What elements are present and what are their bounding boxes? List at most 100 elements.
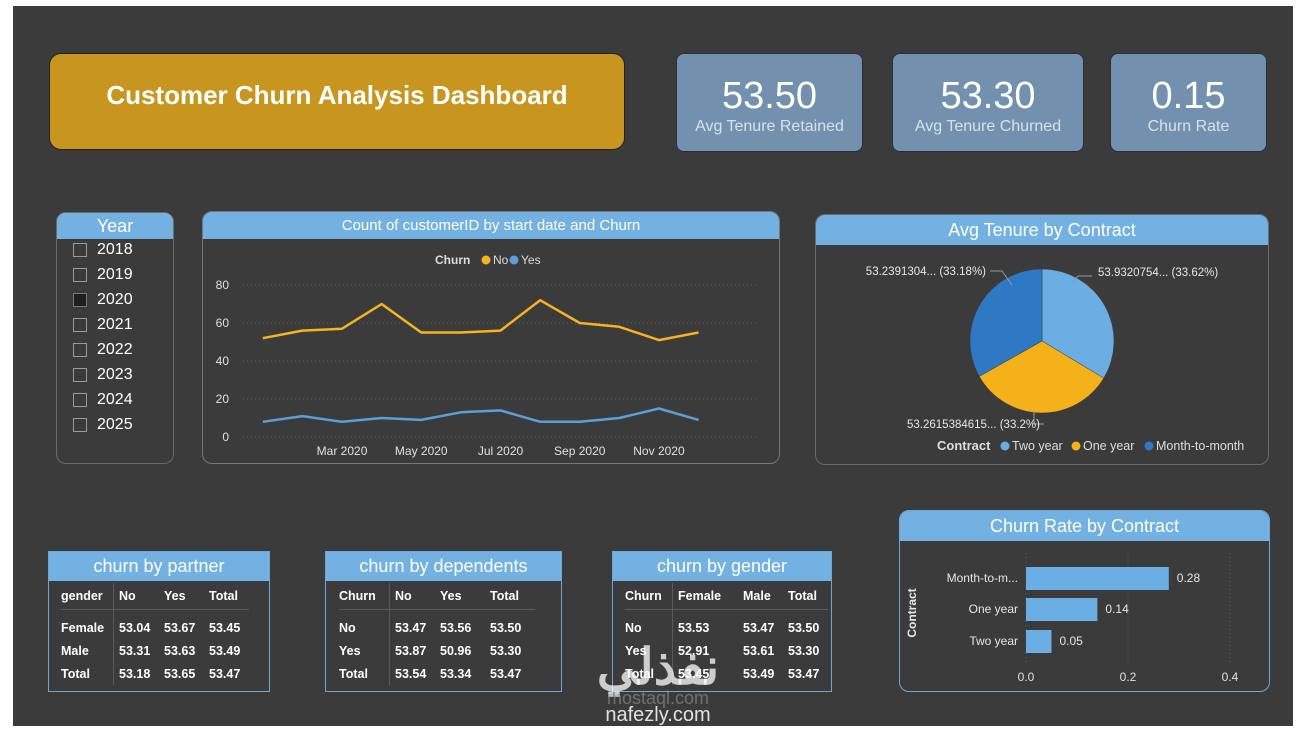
legend-label: One year: [1083, 439, 1134, 453]
year-option-2025[interactable]: 2025: [73, 416, 133, 434]
kpi-card-avg-tenure-retained[interactable]: 53.50 Avg Tenure Retained: [676, 53, 863, 152]
bar-chart-title: Churn Rate by Contract: [900, 511, 1269, 541]
year-checkbox[interactable]: [73, 368, 87, 382]
year-option-2021[interactable]: 2021: [73, 316, 133, 334]
kpi-label: Avg Tenure Churned: [914, 118, 1062, 135]
year-label: 2025: [97, 416, 133, 433]
series-line-no[interactable]: [262, 298, 699, 342]
table-header-cell: Yes: [159, 583, 204, 610]
table-cell: Yes: [339, 643, 361, 658]
table-cell: 53.47: [490, 666, 522, 681]
table-cell: 53.49: [743, 666, 775, 681]
y-tick-label: 80: [216, 278, 230, 292]
leader-line: [990, 270, 1013, 286]
kpi-value: 53.50: [721, 75, 818, 117]
watermark-logo: نفذلي: [596, 639, 720, 695]
y-tick-label: 20: [216, 392, 230, 406]
year-option-2019[interactable]: 2019: [73, 266, 133, 284]
table-header-cell: No: [389, 583, 435, 610]
kpi-card-avg-tenure-churned[interactable]: 53.30 Avg Tenure Churned: [892, 53, 1084, 152]
table-header-cell: gender: [61, 583, 114, 610]
legend-marker: [1000, 441, 1010, 451]
x-tick-label: 0.0: [1018, 670, 1035, 684]
year-option-2024[interactable]: 2024: [73, 391, 133, 409]
pie-slice-two-year[interactable]: [1041, 268, 1115, 379]
table-row: Yes 53.87 50.96 53.30: [339, 639, 535, 662]
pie-slice-month-to-month[interactable]: [969, 268, 1043, 377]
line-legend[interactable]: Churn No Yes: [435, 253, 541, 267]
table-header-row: gender No Yes Total: [61, 583, 249, 610]
table-cell: Total: [61, 666, 90, 681]
kpi-card-churn-rate[interactable]: 0.15 Churn Rate: [1110, 53, 1267, 152]
pie-data-label: 53.9320754... (33.62%): [1098, 267, 1218, 279]
bar-chart[interactable]: 0.0 0.2 0.4 Contract Month-to-m... 0.28 One ye…: [900, 541, 1269, 691]
year-slicer-title: Year: [57, 213, 173, 239]
year-checkbox[interactable]: [73, 343, 87, 357]
line-chart-panel: Count of customerID by start date and Ch…: [202, 211, 780, 464]
year-checkbox[interactable]: [73, 318, 87, 332]
pie-legend[interactable]: Contract Two year One year Month-to-month: [937, 438, 1244, 453]
table-cell: 53.61: [743, 643, 775, 658]
year-checkbox[interactable]: [73, 268, 87, 282]
dashboard-title: Customer Churn Analysis Dashboard: [49, 53, 625, 150]
bar[interactable]: [1026, 598, 1098, 621]
bar[interactable]: [1026, 567, 1169, 590]
table-churn-by-dependents: churn by dependents Churn No Yes Total No 53.…: [325, 551, 562, 692]
table-cell: No: [339, 620, 356, 635]
y-tick-label: 60: [216, 316, 230, 330]
bar-value-label: 0.28: [1177, 571, 1201, 585]
table-cell: 53.45: [209, 620, 241, 635]
table-cell: Total: [339, 666, 368, 681]
year-checkbox[interactable]: [73, 243, 87, 257]
dashboard-canvas: Customer Churn Analysis Dashboard 53.50 …: [13, 6, 1293, 726]
series-line-yes[interactable]: [262, 407, 699, 424]
year-option-2023[interactable]: 2023: [73, 366, 133, 384]
table-title: churn by dependents: [326, 552, 561, 581]
table-row: Female 53.04 53.67 53.45: [61, 609, 249, 639]
table-row: Male 53.31 53.63 53.49: [61, 639, 249, 662]
table-cell: 53.87: [389, 639, 435, 662]
pie-chart-panel: Avg Tenure by Contract 53.9320754... (33…: [815, 214, 1269, 465]
year-option-2022[interactable]: 2022: [73, 341, 133, 359]
year-label: 2020: [97, 291, 133, 308]
legend-label: No: [493, 253, 509, 267]
x-tick-label: Jul 2020: [478, 444, 524, 458]
table-cell: 53.56: [440, 620, 472, 635]
x-tick-label: 0.4: [1222, 670, 1239, 684]
year-checkbox[interactable]: [73, 293, 87, 307]
year-label: 2023: [97, 366, 133, 383]
bar-value-label: 0.05: [1060, 634, 1084, 648]
year-option-2018[interactable]: 2018: [73, 241, 133, 259]
table-cell: Total: [625, 666, 654, 681]
legend-title: Contract: [937, 438, 991, 453]
leader-line: [1071, 275, 1092, 283]
legend-marker: [481, 255, 491, 265]
year-label: 2021: [97, 316, 133, 333]
year-checkbox[interactable]: [73, 393, 87, 407]
table-title: churn by partner: [49, 552, 269, 581]
watermark: نفذلي mostaql.com nafezly.com: [573, 639, 743, 725]
table-header-cell: Total: [485, 583, 535, 610]
table-header-cell: Yes: [435, 583, 485, 610]
year-option-2020[interactable]: 2020: [73, 291, 133, 309]
table-title: churn by gender: [613, 552, 831, 581]
table-cell: 53.30: [490, 643, 522, 658]
year-checkbox[interactable]: [73, 418, 87, 432]
table-cell: 53.45: [672, 662, 738, 685]
table-header-cell: No: [113, 583, 159, 610]
leader-line: [1033, 411, 1044, 425]
year-label: 2019: [97, 266, 133, 283]
legend-label: Yes: [521, 253, 541, 267]
table-cell: 53.30: [788, 643, 820, 658]
table-cell: 53.18: [113, 662, 159, 685]
table-row: Total 53.54 53.34 53.47: [339, 662, 535, 685]
line-chart[interactable]: Churn No Yes 80 60 40 20 0 Mar 2020 May 2020 Jul 2…: [203, 239, 779, 463]
legend-label: Two year: [1012, 439, 1063, 453]
table-header-cell: Male: [738, 583, 783, 610]
x-tick-label: Nov 2020: [633, 444, 685, 458]
table-cell: 53.47: [788, 666, 820, 681]
bar[interactable]: [1026, 630, 1052, 653]
table-header-cell: Total: [783, 583, 828, 610]
table-row: Total 53.18 53.65 53.47: [61, 662, 249, 685]
pie-chart[interactable]: 53.9320754... (33.62%) 53.2615384615... (…: [816, 245, 1268, 464]
